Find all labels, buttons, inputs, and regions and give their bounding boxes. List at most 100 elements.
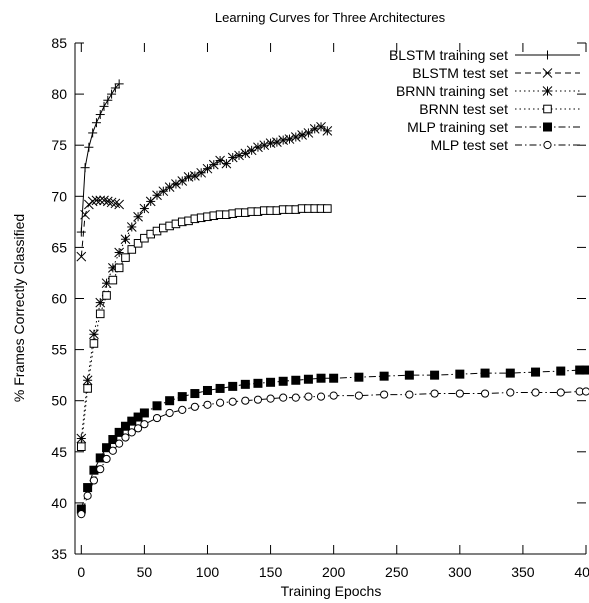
data-point-5-6: [115, 439, 124, 448]
data-point-5-31: [480, 389, 490, 398]
data-point-3-9: [133, 239, 143, 248]
data-point-3-8: [127, 245, 137, 254]
data-point-5-25: [329, 391, 338, 400]
data-point-2-13-d2: [158, 186, 169, 197]
data-point-2-17-d2: [183, 172, 194, 182]
data-point-4-12: [165, 396, 175, 406]
data-point-2-8-d2: [126, 222, 137, 232]
data-point-2-37-d2: [309, 123, 320, 134]
x-tick-label: 50: [137, 564, 153, 580]
data-point-5-18: [241, 396, 250, 405]
data-point-4-16: [215, 383, 225, 393]
data-point-2-39-d2: [322, 126, 333, 136]
data-point-4-21: [278, 376, 288, 386]
data-point-5-8: [127, 428, 136, 437]
data-point-2-29-d2: [259, 140, 270, 151]
y-tick-label: 65: [51, 239, 67, 255]
x-tick-label: 150: [259, 564, 283, 580]
data-point-1-9-d2: [110, 198, 121, 209]
data-point-5-9: [133, 424, 143, 433]
data-point-2-2-d2: [89, 329, 99, 340]
y-tick-label: 45: [51, 444, 67, 460]
data-point-2-20-d2: [202, 163, 213, 174]
data-point-4-20: [266, 377, 276, 387]
data-point-5-14: [190, 402, 199, 411]
data-point-5-27: [380, 390, 389, 399]
x-tick-label: 0: [77, 564, 85, 580]
legend-marker-3: [543, 104, 552, 114]
data-point-4-19: [253, 378, 263, 388]
data-point-1-3-d2: [87, 196, 98, 207]
data-point-4-31: [480, 368, 490, 378]
data-point-2-22-d2: [215, 155, 225, 166]
data-point-1-10-d2: [114, 199, 125, 210]
legend-marker-1-d2: [542, 68, 553, 78]
data-point-4-30: [455, 369, 465, 379]
data-point-5-1: [83, 491, 92, 500]
series-line-2: [80, 126, 328, 439]
data-point-5-20: [266, 394, 275, 403]
data-point-5-34: [556, 388, 565, 397]
data-point-4-23: [303, 374, 313, 384]
data-point-4-17: [228, 381, 238, 391]
data-point-2-0-d2: [76, 433, 87, 444]
data-point-4-14: [190, 389, 200, 399]
legend-label-4: MLP training set: [407, 119, 508, 135]
chart-title: Learning Curves for Three Architectures: [215, 10, 446, 25]
data-point-3-0: [77, 442, 86, 451]
data-point-5-3: [96, 465, 105, 474]
data-point-5-26: [354, 391, 363, 400]
y-tick-label: 70: [51, 188, 67, 204]
data-point-5-23: [304, 392, 313, 401]
data-point-3-2: [89, 339, 99, 348]
series-5: [77, 387, 589, 519]
data-point-4-33: [531, 367, 541, 377]
data-point-2-21-d2: [208, 159, 219, 170]
data-point-3-4: [102, 291, 111, 300]
y-tick-label: 80: [51, 86, 67, 102]
legend-label-5: MLP test set: [430, 137, 508, 153]
axes-layer: 35 40 45 50 55 60 65 70 75 80 85 0 50 100 150 200 250 300…: [51, 35, 589, 580]
data-point-1-2-d2: [84, 199, 94, 210]
data-point-2-31-d2: [272, 137, 282, 147]
data-point-1-1-d2: [80, 209, 90, 220]
data-point-2-38-d2: [316, 121, 326, 132]
legend: BLSTM training set BLSTM test set BRNN tra…: [389, 47, 580, 153]
data-point-5-24: [316, 392, 326, 401]
legend-marker-2-d2: [542, 86, 553, 96]
data-point-5-0: [77, 510, 86, 519]
data-point-5-21: [279, 393, 288, 402]
series-0: [76, 79, 124, 237]
data-point-2-7-d2: [120, 234, 131, 245]
x-tick-label: 250: [385, 564, 409, 580]
legend-label-1: BLSTM test set: [412, 65, 508, 81]
data-point-1-4-d2: [91, 195, 102, 206]
data-point-2-28-d2: [253, 142, 263, 153]
data-point-2-30-d2: [265, 138, 276, 149]
data-point-2-10-d2: [139, 203, 150, 214]
data-point-4-28: [404, 370, 414, 380]
data-point-4-18: [240, 379, 250, 389]
data-point-2-25-d2: [234, 150, 244, 161]
data-point-4-15: [202, 385, 212, 395]
data-point-4-5: [108, 435, 118, 445]
data-point-3-3: [95, 309, 105, 319]
data-point-1-8-d2: [106, 197, 117, 208]
series-2: [76, 121, 333, 444]
data-point-1-6-d2: [99, 195, 109, 206]
data-point-5-19: [253, 395, 263, 404]
data-point-5-10: [140, 420, 149, 429]
data-point-3-7: [121, 253, 130, 262]
data-point-1-0-d2: [76, 251, 87, 262]
data-point-4-29: [430, 370, 440, 380]
data-point-4-25: [329, 373, 339, 383]
legend-marker-4: [543, 122, 552, 132]
data-point-5-4: [102, 454, 111, 464]
legend-label-2: BRNN training set: [396, 83, 508, 99]
data-point-2-16-d2: [177, 176, 188, 186]
data-point-5-33: [531, 388, 540, 397]
data-point-5-32: [506, 388, 515, 397]
data-point-2-24-d2: [227, 152, 238, 163]
